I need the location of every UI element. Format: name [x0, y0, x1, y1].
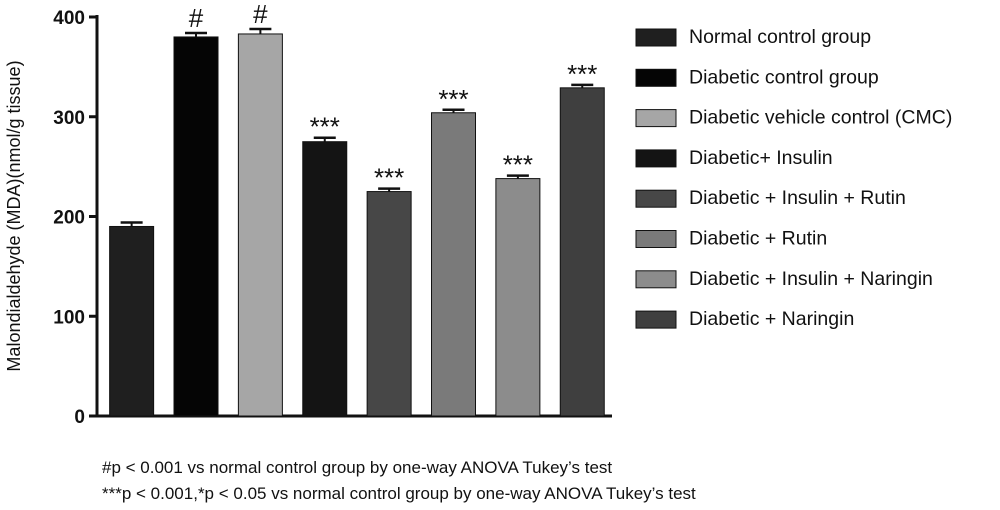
legend-label: Diabetic+ Insulin [689, 147, 833, 169]
legend-label: Diabetic vehicle control (CMC) [689, 107, 952, 129]
legend: Normal control group Diabetic control gro… [635, 26, 952, 330]
legend-label: Diabetic + Insulin + Naringin [689, 268, 933, 290]
legend-swatch [635, 149, 677, 168]
y-axis-label: Malondialdehyde (MDA)(nmol/g tissue) [4, 60, 24, 371]
significance-label: # [253, 0, 268, 29]
legend-swatch [635, 109, 677, 128]
significance-label: *** [438, 84, 468, 114]
bar [237, 33, 283, 417]
legend-swatch [635, 310, 677, 329]
y-tick-label: 0 [74, 407, 85, 428]
y-tick-label: 100 [53, 307, 85, 328]
y-ticks: 0 100 200 300 400 [53, 8, 97, 428]
bars: # # *** *** *** *** *** [109, 0, 605, 417]
bar [431, 112, 477, 417]
bar [559, 87, 605, 417]
footnote-hash: #p < 0.001 vs normal control group by on… [102, 458, 613, 477]
legend-swatch [635, 28, 677, 47]
legend-swatch [635, 189, 677, 208]
significance-label: # [189, 3, 204, 33]
legend-label: Normal control group [689, 26, 871, 48]
footnote-stars: ***p < 0.001,*p < 0.05 vs normal control… [102, 484, 696, 503]
legend-swatch [635, 68, 677, 87]
bar [109, 225, 155, 417]
legend-swatch [635, 270, 677, 289]
bar [495, 178, 541, 417]
legend-label: Diabetic control group [689, 66, 879, 88]
legend-label: Diabetic + Insulin + Rutin [689, 187, 906, 209]
significance-label: *** [567, 59, 597, 89]
significance-label: *** [310, 112, 340, 142]
y-tick-label: 200 [53, 208, 85, 229]
significance-label: *** [503, 150, 533, 180]
significance-label: *** [374, 163, 404, 193]
legend-label: Diabetic + Naringin [689, 308, 854, 330]
bar [302, 141, 348, 417]
bar [173, 36, 219, 417]
bar [366, 191, 412, 417]
y-tick-label: 400 [53, 8, 85, 29]
bar-chart: Malondialdehyde (MDA)(nmol/g tissue) 0 10… [4, 0, 952, 428]
legend-swatch [635, 230, 677, 248]
y-axis-label-group: Malondialdehyde (MDA)(nmol/g tissue) [4, 60, 24, 371]
y-tick-label: 300 [53, 108, 85, 129]
legend-label: Diabetic + Rutin [689, 228, 827, 250]
